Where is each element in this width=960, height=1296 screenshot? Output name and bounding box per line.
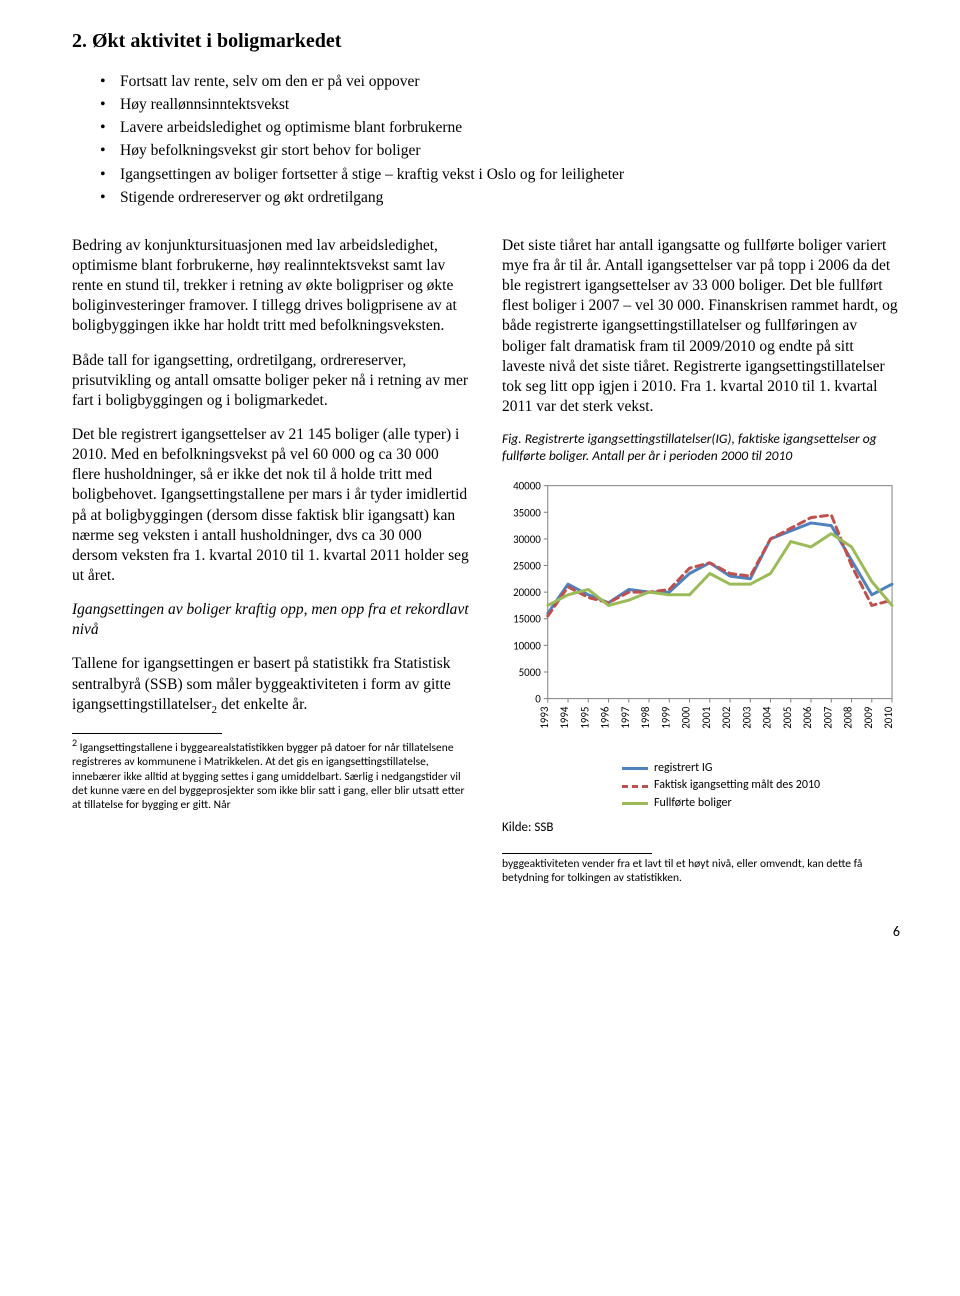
svg-text:2005: 2005: [781, 706, 794, 728]
bullet-item: Stigende ordrereserver og økt ordretilga…: [100, 188, 900, 208]
svg-text:30000: 30000: [513, 533, 541, 546]
svg-text:2004: 2004: [761, 706, 774, 729]
legend-label: registrert IG: [654, 761, 712, 777]
footnote-separator: [502, 853, 652, 854]
footnote-text: 2 Igangsettingstallene i byggearealstati…: [72, 737, 470, 813]
svg-text:2001: 2001: [700, 706, 713, 729]
body-paragraph: Tallene for igangsettingen er basert på …: [72, 654, 470, 717]
bullet-item: Lavere arbeidsledighet og optimisme blan…: [100, 118, 900, 138]
svg-text:2000: 2000: [680, 706, 693, 729]
svg-text:10000: 10000: [513, 639, 541, 652]
svg-text:2002: 2002: [720, 706, 733, 729]
svg-text:0: 0: [535, 692, 541, 705]
svg-text:15000: 15000: [513, 613, 541, 626]
svg-text:25000: 25000: [513, 559, 541, 572]
page-number: 6: [72, 923, 900, 941]
chart-legend: registrert IGFaktisk igangsetting målt d…: [502, 761, 900, 812]
legend-swatch: [622, 767, 648, 770]
svg-text:2007: 2007: [821, 706, 834, 729]
line-chart: 0 5000 10000 15000 20000 25000 30000 35000 40000…: [502, 479, 900, 759]
svg-text:1998: 1998: [639, 706, 652, 729]
legend-item: Faktisk igangsetting målt des 2010: [622, 778, 900, 794]
body-paragraph: Bedring av konjunktursituasjonen med lav…: [72, 236, 470, 337]
svg-text:2010: 2010: [882, 706, 895, 729]
legend-item: registrert IG: [622, 761, 900, 777]
svg-text:2003: 2003: [740, 706, 753, 729]
body-paragraph: Det siste tiåret har antall igangsatte o…: [502, 236, 900, 417]
svg-text:40000: 40000: [513, 480, 541, 493]
footnote-text: byggeaktiviteten vender fra et lavt til …: [502, 857, 900, 886]
body-paragraph: Både tall for igangsetting, ordretilgang…: [72, 351, 470, 411]
figure-caption: Fig. Registrerte igangsettingstillatelse…: [502, 431, 900, 465]
right-column: Det siste tiåret har antall igangsatte o…: [502, 236, 900, 899]
legend-label: Faktisk igangsetting målt des 2010: [654, 778, 820, 794]
svg-text:2008: 2008: [842, 706, 855, 729]
body-paragraph: Det ble registrert igangsettelser av 21 …: [72, 425, 470, 586]
section-title: 2. Økt aktivitet i boligmarkedet: [72, 28, 900, 54]
footnote-separator: [72, 733, 222, 734]
svg-text:20000: 20000: [513, 586, 541, 599]
svg-text:1996: 1996: [599, 706, 612, 729]
svg-text:2009: 2009: [862, 706, 875, 729]
svg-text:1993: 1993: [538, 706, 551, 729]
legend-swatch: [622, 785, 648, 788]
bullet-item: Fortsatt lav rente, selv om den er på ve…: [100, 72, 900, 92]
chart-source: Kilde: SSB: [502, 820, 900, 837]
legend-swatch: [622, 802, 648, 805]
bullet-item: Høy befolkningsvekst gir stort behov for…: [100, 141, 900, 161]
svg-text:1994: 1994: [558, 706, 571, 729]
svg-text:5000: 5000: [519, 666, 542, 679]
svg-text:1999: 1999: [659, 706, 672, 729]
legend-item: Fullførte boliger: [622, 796, 900, 812]
subheading-italic: Igangsettingen av boliger kraftig opp, m…: [72, 600, 470, 640]
svg-text:1997: 1997: [619, 706, 632, 729]
bullet-item: Igangsettingen av boliger fortsetter å s…: [100, 165, 900, 185]
svg-text:1995: 1995: [578, 706, 591, 728]
bullet-list: Fortsatt lav rente, selv om den er på ve…: [100, 72, 900, 208]
svg-text:35000: 35000: [513, 506, 541, 519]
left-column: Bedring av konjunktursituasjonen med lav…: [72, 236, 470, 899]
bullet-item: Høy reallønnsinntektsvekst: [100, 95, 900, 115]
legend-label: Fullførte boliger: [654, 796, 732, 812]
two-column-layout: Bedring av konjunktursituasjonen med lav…: [72, 236, 900, 899]
svg-text:2006: 2006: [801, 706, 814, 729]
